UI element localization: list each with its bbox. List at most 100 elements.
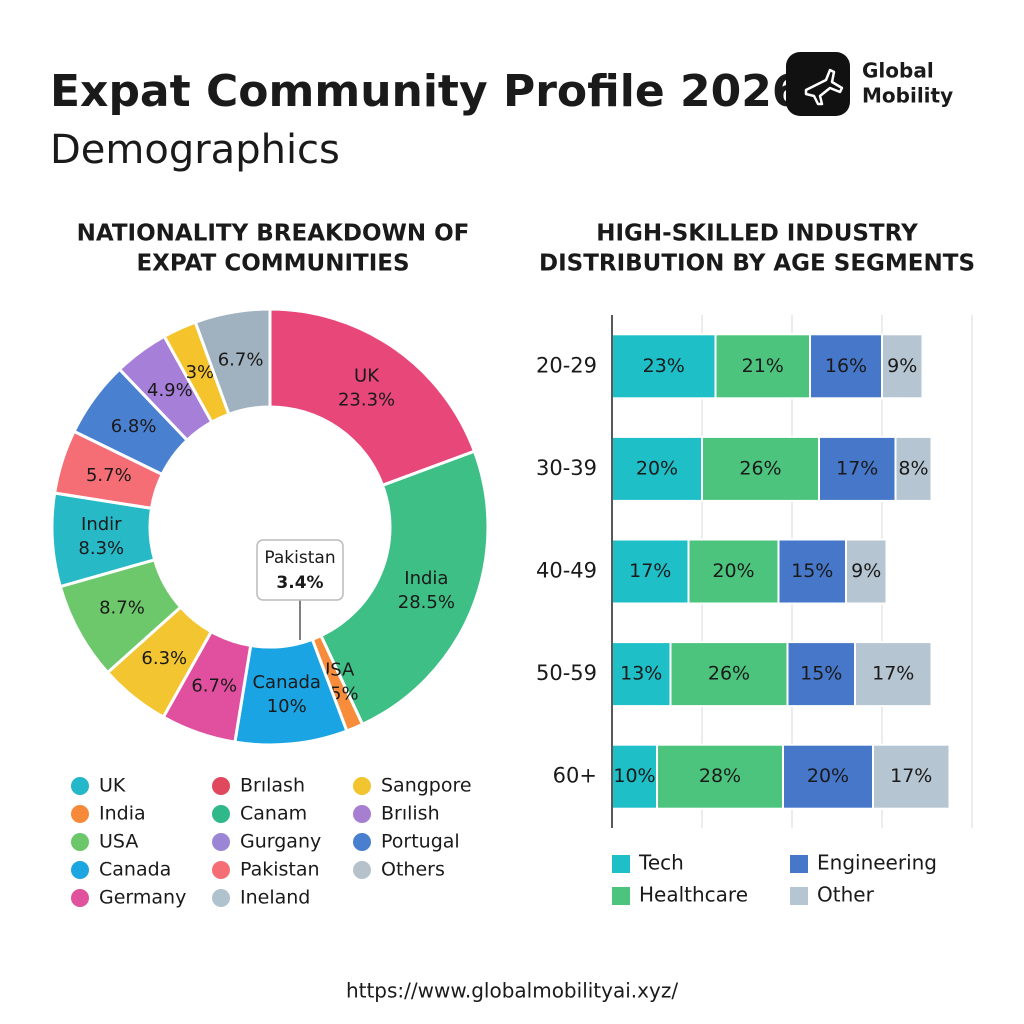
bar-value-label: 21% (742, 355, 784, 377)
bar-segment (656, 743, 784, 810)
bar-segment (881, 333, 924, 400)
bar-value-label: 8% (898, 457, 928, 479)
legend-label: USA (99, 831, 138, 853)
slice-value-label: 4.9% (147, 380, 193, 401)
bar-value-label: 9% (851, 560, 881, 582)
bar-value-label: 17% (836, 457, 878, 479)
legend-swatch (212, 861, 230, 879)
legend-label: Portugal (381, 831, 460, 853)
legend-label: Engineering (817, 851, 937, 875)
bar-segment (611, 641, 672, 708)
legend-label: Others (381, 859, 445, 881)
bar-value-label: 9% (887, 355, 917, 377)
legend-swatch (612, 855, 630, 873)
bar-value-label: 17% (872, 663, 914, 685)
y-tick-label: 30-39 (536, 456, 597, 480)
slice-label: Canada (252, 672, 321, 693)
legend-swatch (790, 887, 808, 905)
page-subtitle: Demographics (50, 127, 340, 173)
bar-segment (714, 333, 811, 400)
slice-label: Indir (81, 514, 122, 535)
legend-label: India (99, 803, 146, 825)
legend-label: Healthcare (639, 883, 748, 907)
bar-value-label: 17% (890, 765, 932, 787)
slice-value-label: 6.3% (141, 648, 187, 669)
brand-name: Mobility (862, 84, 953, 108)
y-tick-label: 60+ (553, 764, 597, 788)
legend-swatch (212, 777, 230, 795)
bar-value-label: 20% (807, 765, 849, 787)
legend-swatch (790, 855, 808, 873)
bar-segment (872, 743, 951, 810)
bar-value-label: 15% (791, 560, 833, 582)
bar-segment (611, 538, 690, 605)
legend-label: Canada (99, 859, 171, 881)
y-tick-label: 40-49 (536, 559, 597, 583)
bar-value-label: 16% (825, 355, 867, 377)
legend-label: Tech (638, 851, 684, 875)
legend-swatch (353, 833, 371, 851)
legend-label: Ineland (240, 887, 310, 909)
legend-label: Germany (99, 887, 186, 909)
slice-value-label: 6.7% (191, 676, 237, 697)
donut-slice (318, 449, 490, 727)
legend-swatch (353, 861, 371, 879)
y-tick-label: 50-59 (536, 661, 597, 685)
bar-value-label: 13% (620, 663, 662, 685)
bar-segment (611, 435, 703, 502)
slice-value-label: 5.7% (86, 465, 132, 486)
chart-title: DISTRIBUTION BY AGE SEGMENTS (539, 251, 975, 277)
bar-value-label: 26% (708, 663, 750, 685)
legend-swatch (71, 777, 89, 795)
page-title: Expat Community Profile 2026 (50, 66, 802, 117)
bar-value-label: 10% (613, 765, 655, 787)
chart-title: NATIONALITY BREAKDOWN OF (77, 221, 470, 247)
legend-swatch (612, 887, 630, 905)
chart-title: EXPAT COMMUNITIES (136, 251, 409, 277)
legend-swatch (212, 805, 230, 823)
legend-swatch (71, 861, 89, 879)
bar-segment (701, 435, 820, 502)
legend-swatch (353, 777, 371, 795)
legend-swatch (353, 805, 371, 823)
y-tick-label: 20-29 (536, 353, 597, 377)
chart-title: HIGH-SKILLED INDUSTRY (596, 221, 918, 247)
callout-box (256, 539, 344, 601)
bar-segment (809, 333, 883, 400)
footer-url: https://www.globalmobilityai.xyz/ (346, 979, 678, 1003)
legend-swatch (212, 833, 230, 851)
bar-value-label: 23% (643, 355, 685, 377)
bar-segment (845, 538, 888, 605)
legend-label: UK (99, 775, 126, 797)
slice-value-label: 8.3% (78, 538, 124, 559)
callout-title: Pakistan (264, 548, 335, 568)
legend-swatch (212, 889, 230, 907)
slice-value-label: 3% (186, 362, 215, 383)
legend-label: Canam (240, 803, 307, 825)
bar-value-label: 26% (739, 457, 781, 479)
slice-value-label: 10% (267, 696, 307, 717)
legend-label: Brılish (381, 803, 440, 825)
bar-segment (894, 435, 933, 502)
slice-value-label: 6.7% (218, 350, 264, 371)
legend-swatch (71, 889, 89, 907)
bar-value-label: 28% (699, 765, 741, 787)
legend-swatch (71, 805, 89, 823)
brand-name: Global (862, 59, 934, 83)
slice-label: UK (354, 365, 380, 386)
donut-slice (193, 307, 272, 417)
bar-value-label: 15% (800, 663, 842, 685)
bar-segment (854, 641, 933, 708)
bar-segment (818, 435, 897, 502)
plane-icon (804, 68, 844, 106)
slice-value-label: 8.7% (99, 598, 145, 619)
legend-label: Pakistan (240, 859, 320, 881)
bar-value-label: 20% (712, 560, 754, 582)
legend-label: Other (817, 883, 875, 907)
slice-value-label: 6.8% (111, 416, 157, 437)
bar-value-label: 17% (629, 560, 671, 582)
bar-segment (786, 641, 856, 708)
legend-swatch (71, 833, 89, 851)
